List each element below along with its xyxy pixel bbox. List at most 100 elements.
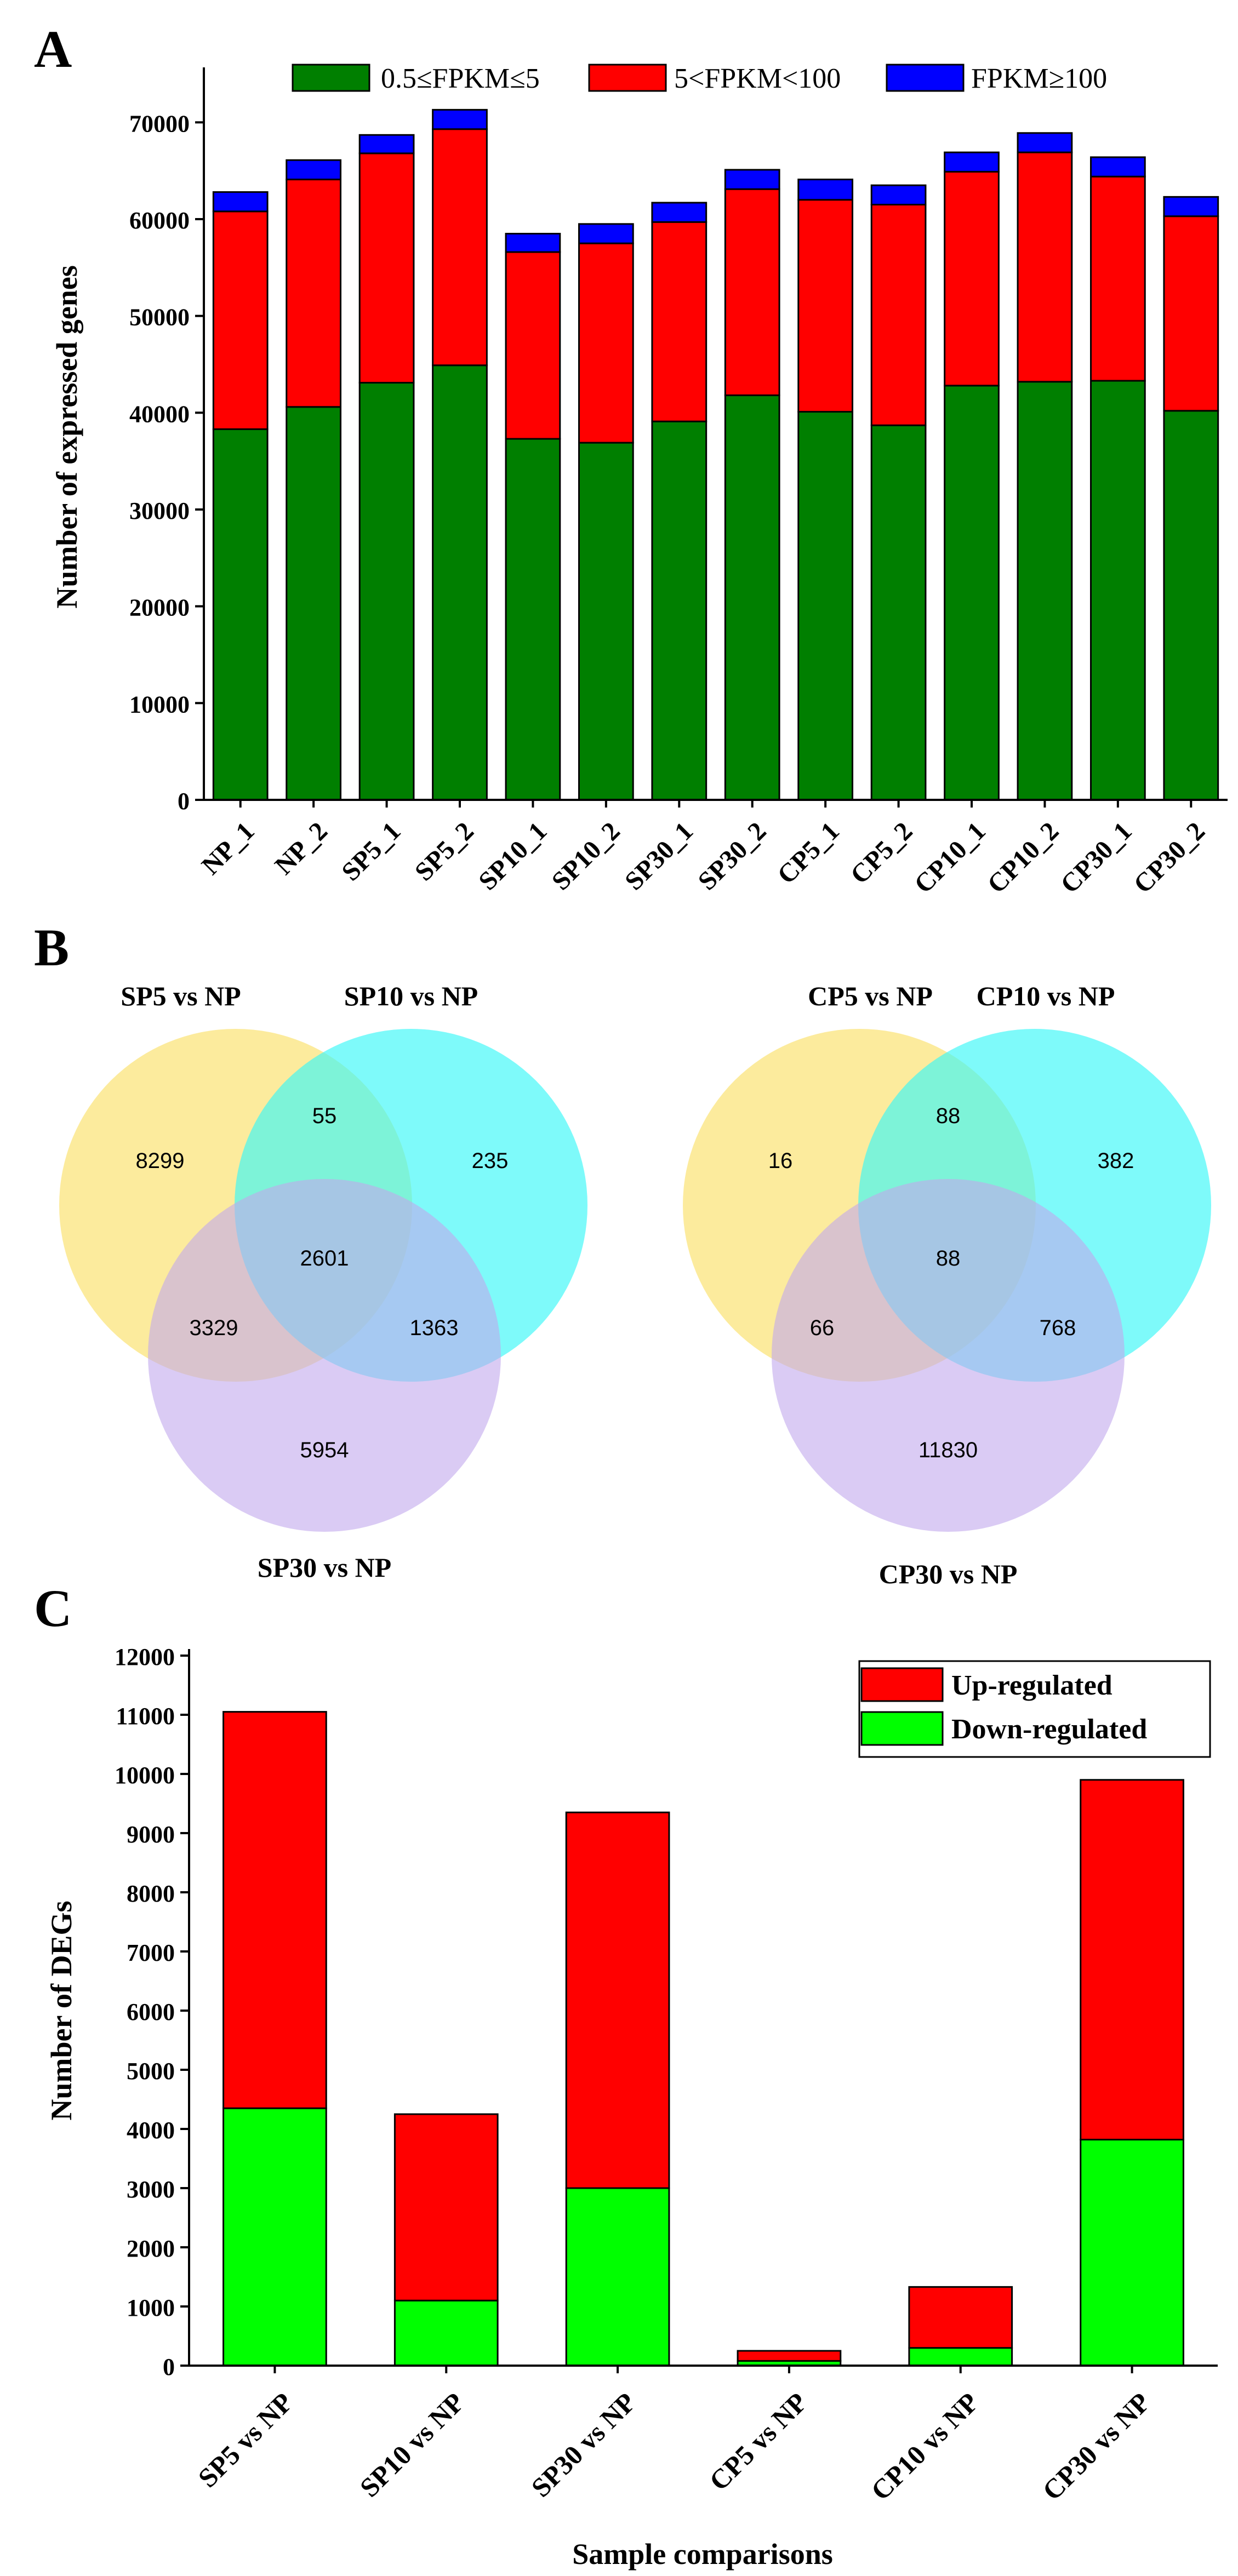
panel-c-bar-up-regulated-1 [393, 2113, 499, 2302]
panel-a-bar-fpkm-100-5 [578, 223, 634, 244]
venn-left: SP5 vs NP SP10 vs NP SP30 vs NP 8299 55 … [59, 981, 587, 1583]
panel-c-y-tick-label: 11000 [116, 1703, 175, 1730]
panel-a-bar-0-5-fpkm-5-0 [212, 428, 269, 801]
panel-a-y-tick-label: 70000 [129, 110, 190, 137]
panel-a-bar-5-fpkm-100-11 [1017, 151, 1073, 383]
venn-right-only-a: 16 [768, 1149, 793, 1173]
panel-c-legend-label-0: Down-regulated [951, 1714, 1147, 1745]
panel-a-bar-5-fpkm-100-10 [944, 170, 1000, 387]
legend-swatch-0 [292, 64, 370, 92]
panel-a-chart: A Number of expressed genes NP_1 NP_2 SP5_… [34, 20, 1228, 899]
panel-c-legend-label-1: Up-regulated [951, 1670, 1113, 1701]
panel-c-y-tick-label: 3000 [127, 2176, 175, 2203]
panel-c-bar-down-regulated-0 [223, 2107, 327, 2367]
panel-a-y-tick-label: 20000 [129, 594, 190, 621]
panel-c-y-tick-label: 4000 [127, 2117, 175, 2144]
venn-right-set-a-label: CP5 vs NP [808, 981, 933, 1011]
panel-c-bar-up-regulated-4 [908, 2286, 1013, 2349]
panel-a-legend: 0.5≤FPKM≤5 5<FPKM<100 FPKM≥100 [292, 63, 1107, 94]
legend-label-1: 5<FPKM<100 [674, 63, 841, 94]
panel-c-bar-down-regulated-1 [393, 2299, 499, 2367]
panel-c-legend-swatch-0 [860, 1711, 944, 1746]
panel-a-bar-0-5-fpkm-5-6 [651, 420, 708, 801]
panel-a-bar-fpkm-100-1 [286, 159, 342, 181]
panel-c-y-tick-label: 8000 [127, 1880, 175, 1907]
panel-a-bar-5-fpkm-100-6 [651, 221, 708, 422]
venn-left-set-a-label: SP5 vs NP [121, 981, 241, 1011]
venn-left-only-b: 235 [472, 1149, 509, 1173]
panel-a-bar-fpkm-100-0 [212, 191, 269, 213]
panel-a-bar-5-fpkm-100-2 [358, 152, 415, 384]
panel-a-bar-5-fpkm-100-7 [724, 188, 780, 397]
panel-c-y-tick-label: 9000 [127, 1821, 175, 1848]
panel-a-bar-fpkm-100-3 [432, 108, 488, 130]
panel-c-bar-up-regulated-0 [223, 1711, 327, 2109]
panel-a-y-tick-label: 30000 [129, 497, 190, 524]
panel-a-bar-5-fpkm-100-4 [505, 251, 561, 440]
panel-a-bar-fpkm-100-11 [1017, 132, 1073, 153]
panel-a-bar-fpkm-100-12 [1089, 156, 1146, 178]
panel-a-bar-5-fpkm-100-13 [1163, 215, 1219, 412]
venn-left-a-b: 55 [312, 1104, 337, 1128]
panel-c-y-tick-label: 10000 [115, 1762, 175, 1789]
panel-a-bar-fpkm-100-8 [797, 179, 854, 201]
panel-c-y-tick-label: 12000 [115, 1644, 175, 1670]
panel-c-bar-up-regulated-3 [737, 2350, 842, 2362]
panel-a-bar-fpkm-100-9 [870, 184, 927, 205]
panel-a-bar-5-fpkm-100-5 [578, 242, 634, 444]
venn-right-a-b-c: 88 [936, 1246, 961, 1270]
panel-c-ylabel: Number of DEGs [45, 1900, 78, 2120]
panel-a-bar-0-5-fpkm-5-13 [1163, 410, 1219, 801]
panel-a-bar-fpkm-100-2 [358, 134, 415, 154]
venn-left-a-c: 3329 [190, 1316, 238, 1340]
panel-a-bar-5-fpkm-100-3 [432, 128, 488, 367]
panel-a-bar-fpkm-100-6 [651, 202, 708, 223]
venn-right-set-b-label: CP10 vs NP [977, 981, 1115, 1011]
panel-a-bar-0-5-fpkm-5-12 [1089, 380, 1146, 801]
panel-c-y-tick-label: 7000 [127, 1939, 175, 1966]
venn-left-a-b-c: 2601 [300, 1246, 349, 1270]
panel-a-label: A [34, 20, 72, 78]
panel-a-bar-fpkm-100-13 [1163, 196, 1219, 217]
panel-a-y-tick-label: 40000 [129, 400, 190, 427]
panel-c-bar-down-regulated-2 [565, 2187, 670, 2367]
panel-c-bar-up-regulated-5 [1080, 1779, 1184, 2140]
legend-label-0: 0.5≤FPKM≤5 [381, 63, 540, 94]
panel-c-y-tick-label: 1000 [127, 2294, 175, 2321]
panel-a-bar-0-5-fpkm-5-2 [358, 382, 415, 801]
panel-c-label: C [34, 1579, 72, 1638]
panel-a-bar-5-fpkm-100-0 [212, 210, 269, 430]
panel-a-bar-0-5-fpkm-5-4 [505, 438, 561, 801]
panel-a-bar-0-5-fpkm-5-10 [944, 385, 1000, 801]
panel-a-y-tick-label: 10000 [129, 691, 190, 718]
panel-a-y-tick-label: 0 [178, 788, 190, 815]
panel-c-y-tick-label: 6000 [127, 1999, 175, 2025]
panel-c-chart: C Number of DEGs Sample comparisons SP5 … [34, 1579, 1218, 2571]
panel-a-bar-fpkm-100-4 [505, 233, 561, 253]
panel-a-bar-0-5-fpkm-5-9 [870, 424, 927, 801]
venn-right-only-b: 382 [1098, 1149, 1134, 1173]
venn-right-only-c: 11830 [918, 1438, 978, 1462]
panel-a-bar-5-fpkm-100-1 [286, 179, 342, 408]
venn-left-set-c-label: SP30 vs NP [258, 1552, 391, 1583]
panel-a-bar-5-fpkm-100-9 [870, 204, 927, 426]
venn-left-set-c-circle [148, 1179, 501, 1532]
panel-a-y-tick-label: 60000 [129, 207, 190, 234]
venn-right-a-c: 66 [810, 1316, 835, 1340]
panel-a-bar-0-5-fpkm-5-3 [432, 364, 488, 801]
panel-a-bar-0-5-fpkm-5-5 [578, 442, 634, 801]
venn-right-b-c: 768 [1040, 1316, 1076, 1340]
panel-a-bar-0-5-fpkm-5-1 [286, 406, 342, 801]
panel-a-bar-fpkm-100-10 [944, 151, 1000, 173]
panel-a-bar-0-5-fpkm-5-8 [797, 411, 854, 801]
panel-c-bar-down-regulated-5 [1080, 2138, 1184, 2367]
venn-left-only-a: 8299 [136, 1149, 185, 1173]
panel-c-legend-swatch-1 [860, 1667, 944, 1702]
panel-c-legend: Up-regulated Down-regulated [858, 1660, 1211, 1758]
panel-c-y-tick-label: 2000 [127, 2235, 175, 2262]
panel-a-bar-5-fpkm-100-8 [797, 199, 854, 413]
venn-left-set-b-label: SP10 vs NP [344, 981, 478, 1011]
panel-b-label: B [34, 918, 69, 977]
panel-a-bar-0-5-fpkm-5-11 [1017, 381, 1073, 801]
